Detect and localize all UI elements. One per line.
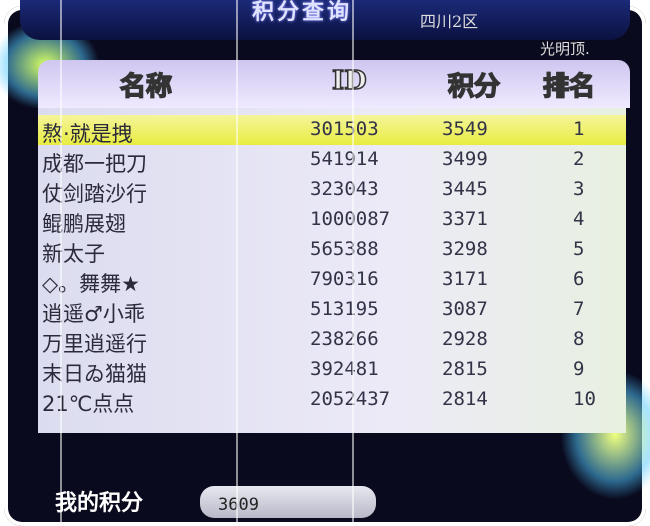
cell-id: 238266 <box>310 328 379 350</box>
header-id: ID <box>331 65 367 97</box>
cell-score: 3499 <box>442 148 488 170</box>
cell-name: 新太子 <box>42 242 105 266</box>
cell-id: 541914 <box>310 148 379 170</box>
cell-rank: 3 <box>573 178 585 200</box>
cell-score: 3445 <box>442 178 488 200</box>
cell-rank: 4 <box>573 208 585 230</box>
cell-id: 513195 <box>310 298 379 320</box>
cell-score: 3549 <box>442 118 488 140</box>
cell-name: 熬·就是拽 <box>42 122 133 146</box>
table-row[interactable]: 新太子 565388 3298 5 <box>38 235 626 266</box>
cell-rank: 6 <box>573 268 585 290</box>
header-rank: 排名 <box>542 71 596 103</box>
cell-score: 2928 <box>442 328 488 350</box>
cell-id: 565388 <box>310 238 379 260</box>
cell-name: 仗剑踏沙行 <box>42 182 147 206</box>
my-score-field: 3609 <box>200 486 376 518</box>
table-row[interactable]: ◇。舞舞★ 790316 3171 6 <box>38 265 626 296</box>
table-row[interactable]: 逍遥♂小乖 513195 3087 7 <box>38 295 626 326</box>
cell-score: 2815 <box>442 358 488 380</box>
cell-score: 3171 <box>442 268 488 290</box>
cell-rank: 1 <box>573 118 585 140</box>
title-bar: 积分查询 四川2区 <box>20 0 630 40</box>
table-row[interactable]: 熬·就是拽 301503 3549 1 <box>38 115 626 146</box>
table-header: 名称 ID 积分 排名 <box>38 60 630 108</box>
cell-name: 万里逍遥行 <box>42 332 147 356</box>
cell-score: 2814 <box>442 388 488 410</box>
window-title: 积分查询 <box>252 0 353 25</box>
table-row[interactable]: 末日ゐ猫猫 392481 2815 9 <box>38 355 626 386</box>
cell-rank: 2 <box>573 148 585 170</box>
cell-id: 392481 <box>310 358 379 380</box>
cell-score: 3087 <box>442 298 488 320</box>
header-name: 名称 <box>119 71 173 103</box>
cell-rank: 10 <box>573 388 596 410</box>
cell-rank: 9 <box>573 358 585 380</box>
cell-id: 323043 <box>310 178 379 200</box>
table-row[interactable]: 21℃点点 2052437 2814 10 <box>38 385 626 416</box>
table-row[interactable]: 仗剑踏沙行 323043 3445 3 <box>38 175 626 206</box>
cell-name: 逍遥♂小乖 <box>42 302 145 326</box>
decorative-line <box>352 0 354 526</box>
table-row[interactable]: 成都一把刀 541914 3499 2 <box>38 145 626 176</box>
my-score-value: 3609 <box>218 495 259 515</box>
cell-id: 301503 <box>310 118 379 140</box>
cell-name: ◇。舞舞★ <box>42 272 140 296</box>
map-name: 光明顶. <box>540 40 590 58</box>
table-row[interactable]: 鲲鹏展翅 1000087 3371 4 <box>38 205 626 236</box>
header-score: 积分 <box>447 71 501 103</box>
decorative-line <box>236 0 238 526</box>
cell-rank: 7 <box>573 298 585 320</box>
cell-rank: 8 <box>573 328 585 350</box>
ranking-table: 熬·就是拽 301503 3549 1 成都一把刀 541914 3499 2 仗剑踏沙行 323… <box>38 108 626 433</box>
cell-id: 2052437 <box>310 388 391 410</box>
cell-rank: 5 <box>573 238 585 260</box>
my-score-label: 我的积分 <box>55 491 144 516</box>
cell-id: 1000087 <box>310 208 391 230</box>
cell-name: 成都一把刀 <box>42 152 147 176</box>
cell-name: 末日ゐ猫猫 <box>42 362 147 386</box>
cell-id: 790316 <box>310 268 379 290</box>
cell-name: 21℃点点 <box>42 392 135 416</box>
table-row[interactable]: 万里逍遥行 238266 2928 8 <box>38 325 626 356</box>
cell-score: 3371 <box>442 208 488 230</box>
cell-score: 3298 <box>442 238 488 260</box>
decorative-line <box>60 0 62 526</box>
server-name: 四川2区 <box>420 12 479 31</box>
cell-name: 鲲鹏展翅 <box>42 212 126 236</box>
